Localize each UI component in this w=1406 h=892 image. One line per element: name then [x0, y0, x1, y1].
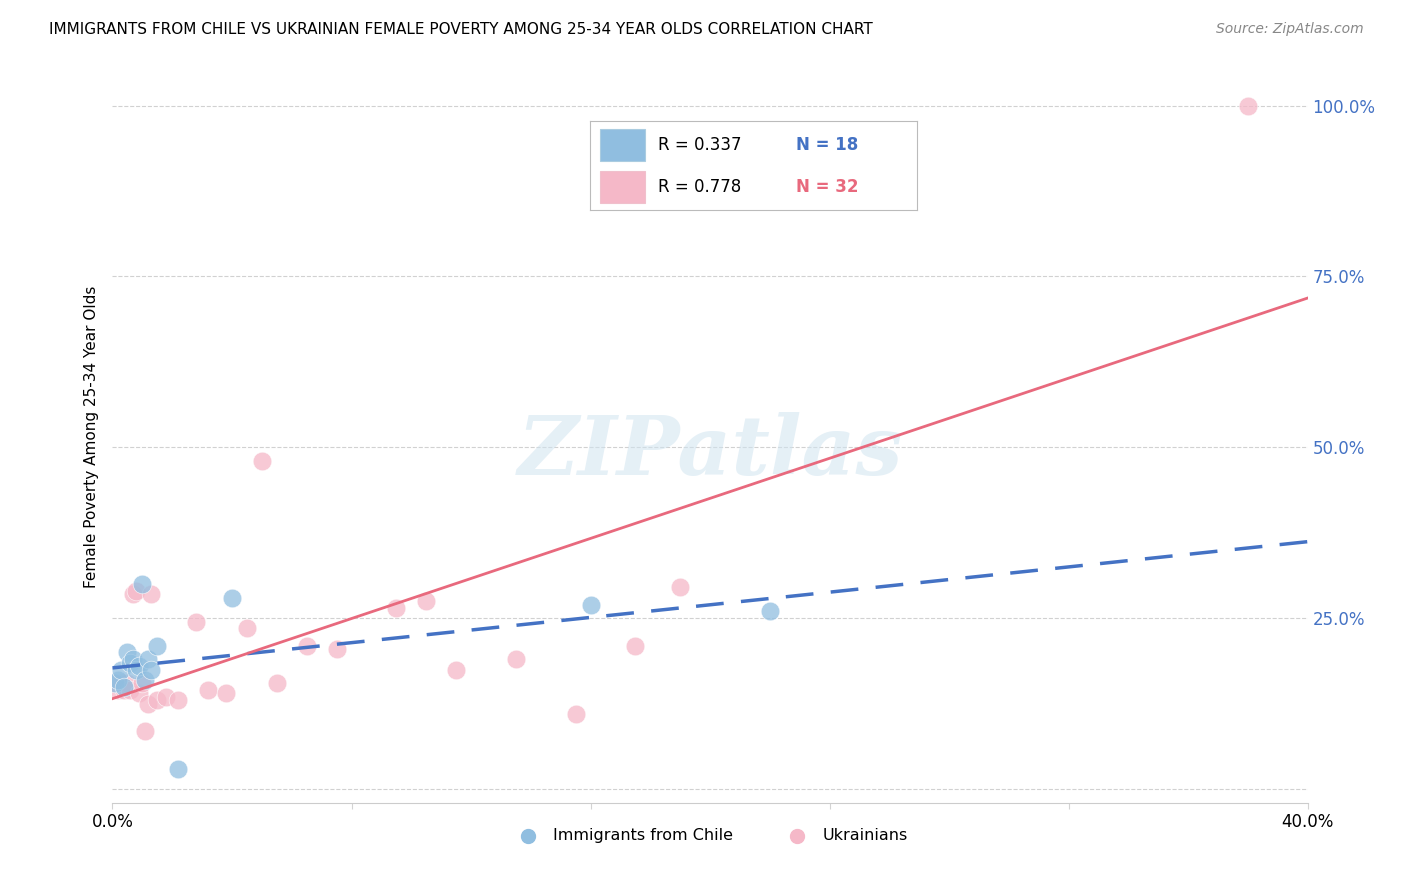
Point: [325, 642, 347, 657]
Point: [120, 683, 142, 698]
Point: [624, 639, 647, 653]
Text: Source: ZipAtlas.com: Source: ZipAtlas.com: [1216, 22, 1364, 37]
Point: [107, 683, 129, 698]
Point: [295, 639, 318, 653]
Point: [134, 724, 156, 739]
Point: [107, 673, 129, 687]
Point: [125, 583, 148, 598]
Point: [167, 762, 190, 776]
Point: [104, 676, 127, 690]
Point: [128, 659, 150, 673]
Point: [221, 591, 243, 605]
Point: [114, 683, 135, 698]
Point: [141, 587, 163, 601]
Point: [141, 663, 163, 677]
Bar: [599, 128, 645, 161]
Y-axis label: Female Poverty Among 25-34 Year Olds: Female Poverty Among 25-34 Year Olds: [83, 286, 98, 588]
Point: [197, 683, 219, 698]
Point: [114, 680, 135, 694]
Point: [669, 581, 692, 595]
Point: [122, 652, 145, 666]
Point: [110, 676, 132, 690]
Point: [138, 652, 160, 666]
Point: [104, 676, 127, 690]
Point: [250, 454, 273, 468]
Legend: Immigrants from Chile, Ukrainians: Immigrants from Chile, Ukrainians: [506, 822, 914, 850]
Point: [579, 598, 602, 612]
Point: [444, 663, 467, 677]
Point: [266, 676, 288, 690]
Point: [215, 686, 238, 700]
Point: [131, 577, 153, 591]
Point: [117, 645, 139, 659]
Point: [167, 693, 190, 707]
Text: IMMIGRANTS FROM CHILE VS UKRAINIAN FEMALE POVERTY AMONG 25-34 YEAR OLDS CORRELAT: IMMIGRANTS FROM CHILE VS UKRAINIAN FEMAL…: [49, 22, 873, 37]
Text: N = 18: N = 18: [796, 136, 858, 154]
Bar: [599, 170, 645, 202]
Text: ZIPatlas: ZIPatlas: [517, 412, 903, 491]
Text: R = 0.337: R = 0.337: [658, 136, 742, 154]
Point: [146, 693, 169, 707]
Point: [120, 656, 142, 670]
Point: [155, 690, 177, 704]
Point: [186, 615, 208, 629]
Point: [125, 663, 148, 677]
Point: [564, 706, 586, 721]
Point: [385, 601, 408, 615]
Text: N = 32: N = 32: [796, 178, 858, 196]
Point: [131, 676, 153, 690]
Point: [134, 673, 156, 687]
Point: [146, 639, 169, 653]
Point: [128, 686, 150, 700]
Point: [138, 697, 160, 711]
Point: [110, 663, 132, 677]
Point: [1237, 98, 1260, 112]
Point: [117, 676, 139, 690]
Point: [415, 594, 437, 608]
Point: [236, 622, 259, 636]
Point: [759, 604, 782, 618]
Point: [122, 587, 145, 601]
Point: [505, 652, 527, 666]
Text: R = 0.778: R = 0.778: [658, 178, 742, 196]
